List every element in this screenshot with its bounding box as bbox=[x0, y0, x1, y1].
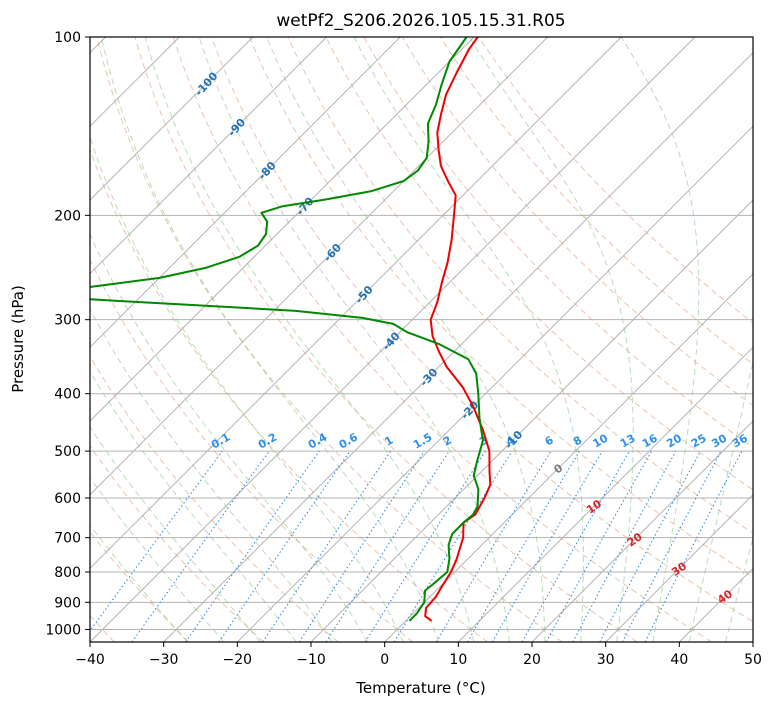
isotherm-line bbox=[90, 37, 328, 275]
y-tick-label: 700 bbox=[54, 531, 81, 547]
mixing-ratio-lines bbox=[90, 450, 743, 642]
y-tick-label: 400 bbox=[54, 387, 81, 403]
plot-area: 0.1 0.2 0.4 0.6 1 1.5 2 3 4 6 8 10 13 16 20 25 30 36-100-… bbox=[90, 37, 753, 642]
moist-adiabat bbox=[353, 37, 584, 642]
dry-adiabat bbox=[249, 37, 753, 578]
moist-adiabat bbox=[90, 232, 369, 642]
x-tick-label: −10 bbox=[296, 652, 326, 668]
x-tick-label: 0 bbox=[380, 652, 389, 668]
x-tick-label: 40 bbox=[670, 652, 688, 668]
moist-adiabat bbox=[198, 37, 510, 642]
mixing-ratio-line bbox=[521, 450, 630, 642]
chart-title: wetPf2_S206.2026.105.15.31.R05 bbox=[276, 11, 565, 31]
moist-adiabat bbox=[688, 358, 753, 642]
y-tick-label: 200 bbox=[54, 208, 81, 224]
mixing-ratio-line bbox=[644, 450, 743, 642]
dry-adiabat bbox=[287, 37, 753, 534]
x-tick-label: −20 bbox=[223, 652, 253, 668]
y-tick-label: 1000 bbox=[45, 622, 81, 638]
moist-adiabat bbox=[90, 476, 225, 642]
dry-adiabat bbox=[325, 37, 753, 491]
moist-adiabat bbox=[620, 37, 700, 642]
y-tick-label: 600 bbox=[54, 491, 81, 507]
isotherm-line bbox=[90, 37, 475, 422]
x-tick-label: 20 bbox=[523, 652, 541, 668]
isotherm-line bbox=[163, 51, 753, 642]
plot-frame bbox=[89, 36, 754, 643]
mixing-ratio-line bbox=[90, 450, 223, 632]
dry-adiabat bbox=[90, 355, 339, 642]
isotherm-line bbox=[605, 493, 753, 642]
dry-adiabat bbox=[210, 37, 753, 623]
isotherm-line bbox=[236, 125, 753, 642]
y-tick-label: 300 bbox=[54, 313, 81, 329]
dewpoint-line bbox=[90, 37, 484, 622]
mixing-ratio-line bbox=[572, 450, 677, 642]
mixing-ratio-line bbox=[325, 450, 450, 642]
moist-adiabat bbox=[266, 37, 546, 642]
dry-adiabat bbox=[90, 445, 264, 642]
mixing-ratio-line bbox=[298, 450, 425, 642]
y-tick-label: 500 bbox=[54, 444, 81, 460]
moist-adiabat bbox=[90, 524, 188, 642]
moist-adiabat bbox=[90, 426, 261, 642]
y-tick-label: 900 bbox=[54, 595, 81, 611]
y-axis: 100 200 300 400 500 600 700 800 900 1000 bbox=[45, 30, 90, 638]
dry-adiabats bbox=[90, 37, 753, 642]
moist-adiabat bbox=[725, 536, 753, 642]
x-tick-label: −30 bbox=[149, 652, 179, 668]
mixing-ratio-line bbox=[262, 450, 392, 642]
x-axis: −40 −30 −20 −10 0 10 20 30 40 50 bbox=[75, 642, 762, 668]
y-tick-label: 100 bbox=[54, 30, 81, 46]
mixing-ratio-line bbox=[545, 450, 653, 642]
moist-adiabat bbox=[90, 135, 404, 642]
y-axis-label: Pressure (hPa) bbox=[9, 285, 27, 393]
isotherm-line bbox=[457, 346, 753, 642]
mixing-ratio-line bbox=[218, 450, 351, 642]
x-axis-label: Temperature (°C) bbox=[355, 679, 485, 697]
mixing-ratio-line bbox=[131, 450, 270, 642]
y-tick-label: 800 bbox=[54, 565, 81, 581]
moist-adiabat bbox=[100, 37, 439, 642]
isotherm-line bbox=[531, 420, 753, 642]
dry-adiabat bbox=[96, 37, 563, 642]
x-tick-label: 30 bbox=[597, 652, 615, 668]
moist-adiabat bbox=[144, 37, 475, 642]
dry-adiabat bbox=[90, 258, 414, 642]
isotherm-line bbox=[90, 37, 696, 642]
moist-adiabat bbox=[90, 370, 297, 642]
x-tick-label: 50 bbox=[744, 652, 762, 668]
mixing-ratio-line bbox=[185, 450, 320, 642]
isotherm-line bbox=[90, 37, 254, 201]
sounding-series bbox=[90, 37, 492, 622]
isotherm-line bbox=[310, 199, 753, 642]
x-tick-label: −40 bbox=[75, 652, 105, 668]
isotherm-line bbox=[90, 37, 622, 570]
mixing-ratio-line bbox=[393, 450, 513, 642]
dry-adiabat bbox=[134, 37, 638, 642]
temperature-line bbox=[424, 37, 492, 622]
isotherm-line bbox=[90, 37, 549, 496]
moist-adiabat bbox=[90, 308, 333, 642]
x-tick-label: 10 bbox=[449, 652, 467, 668]
isotherm-line bbox=[384, 272, 753, 642]
dry-adiabat bbox=[172, 37, 712, 642]
